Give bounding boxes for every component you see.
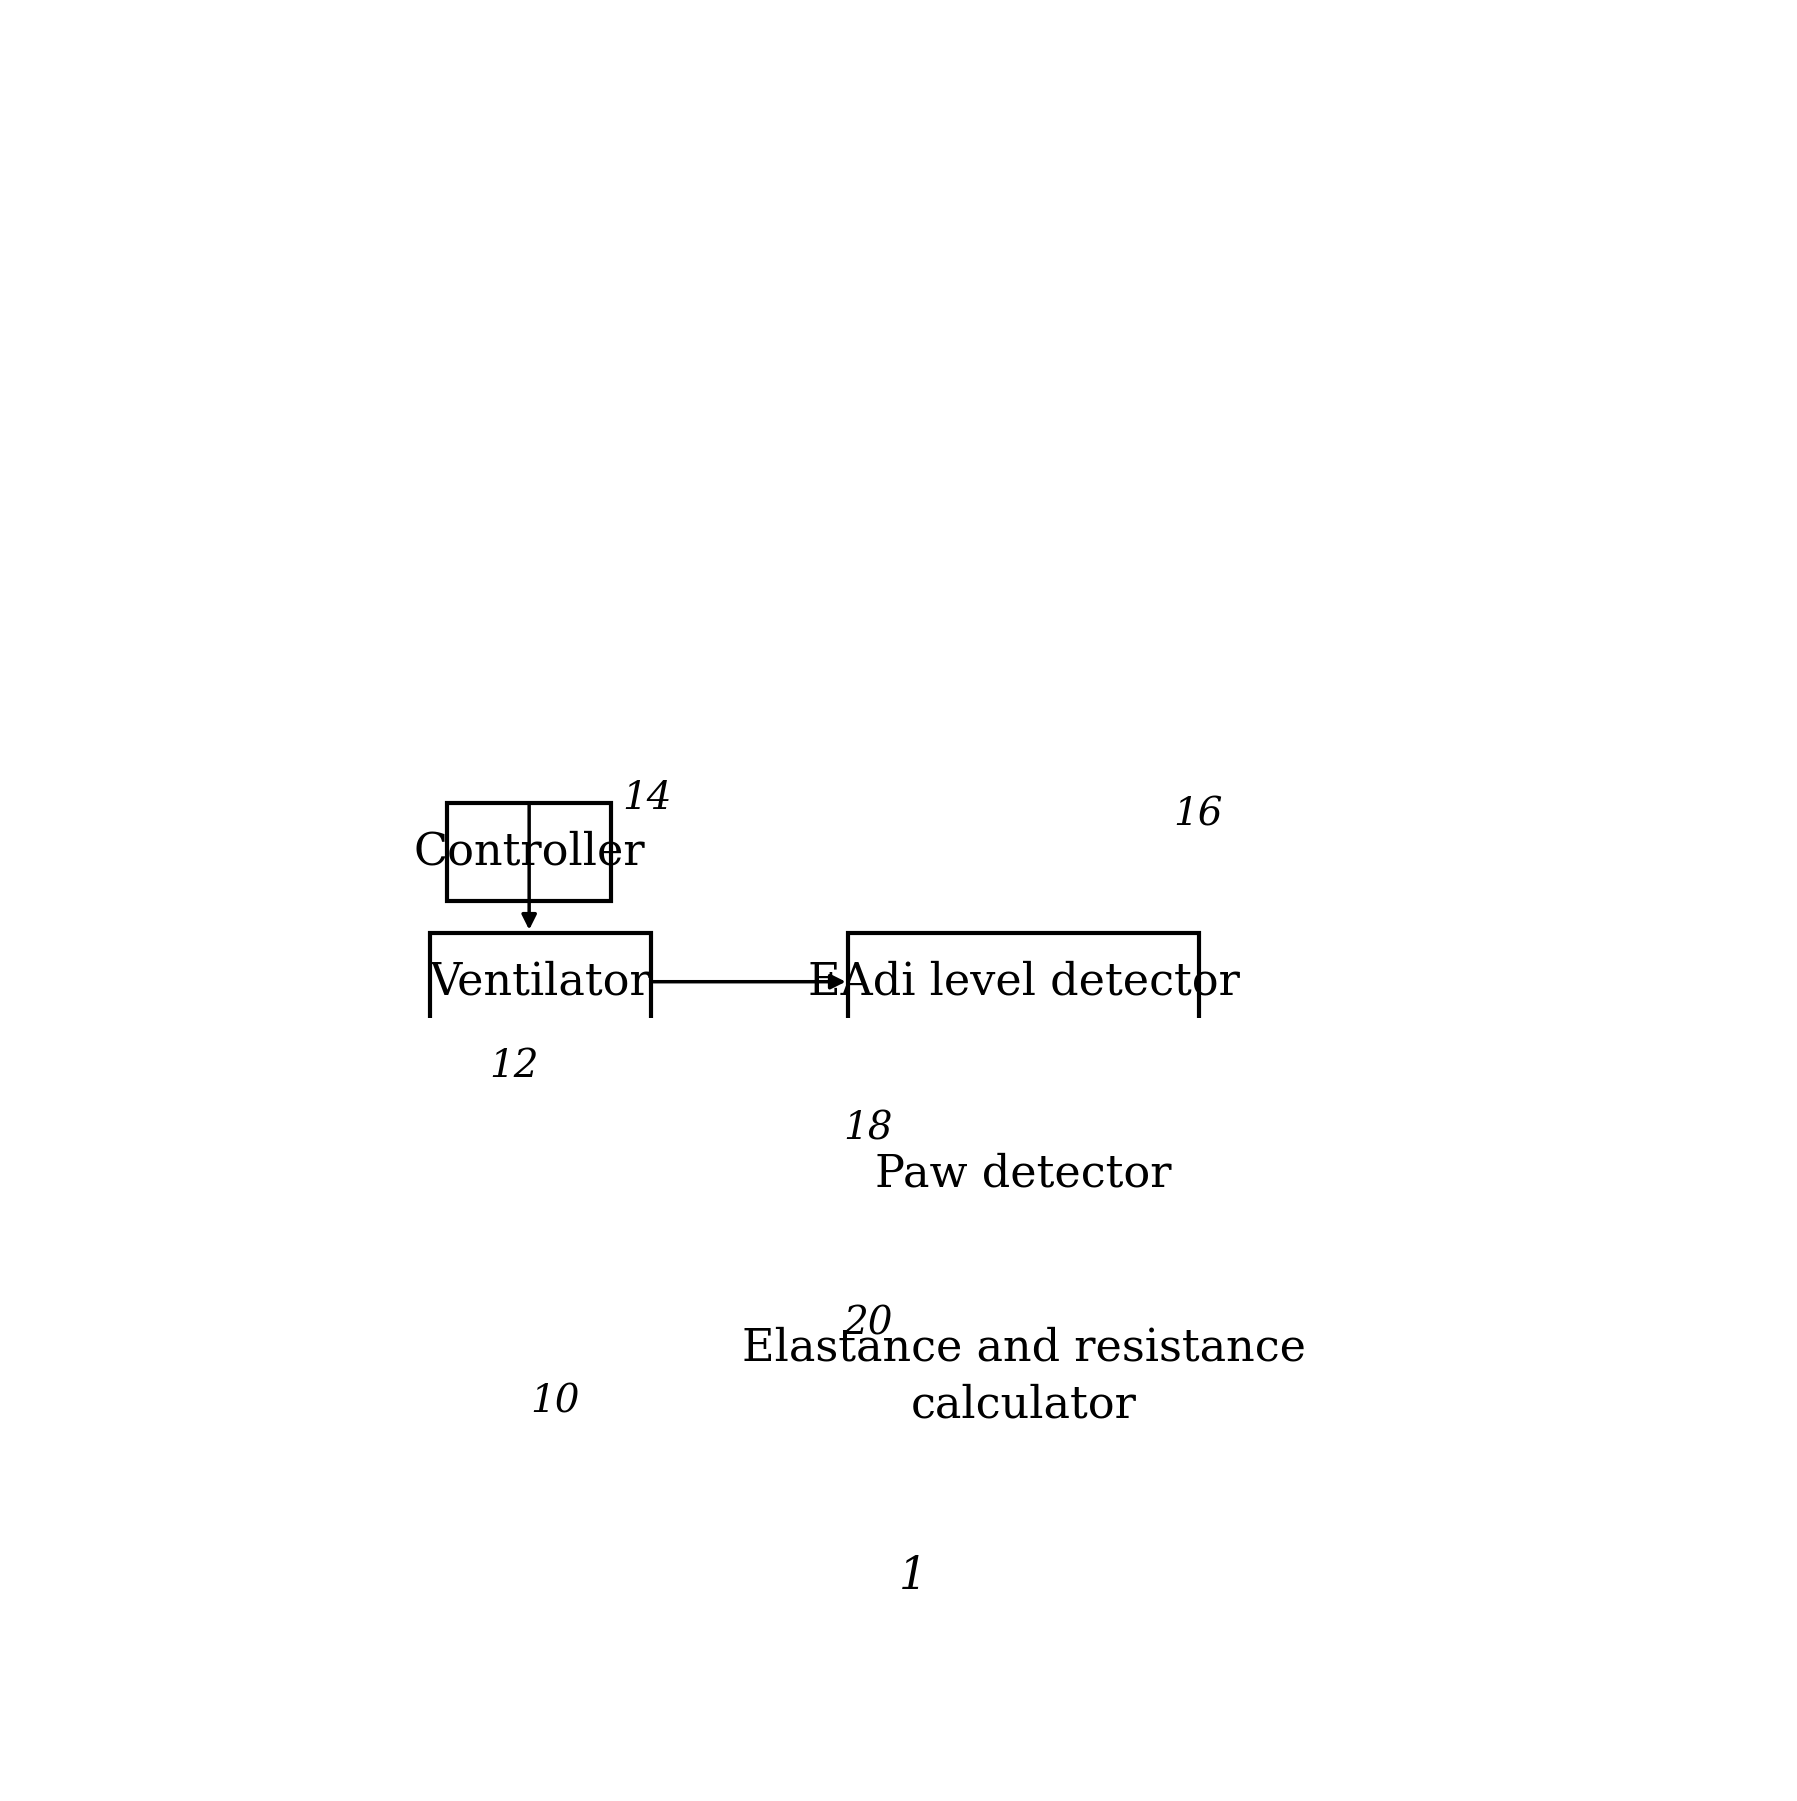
Text: EAdi level detector: EAdi level detector [807, 960, 1240, 1003]
Bar [848, 1124, 1199, 1223]
Bar [447, 803, 611, 902]
Text: Elastance and resistance
calculator: Elastance and resistance calculator [742, 1326, 1306, 1426]
Text: 12: 12 [489, 1048, 539, 1086]
Text: 1: 1 [898, 1556, 927, 1599]
Text: 14: 14 [622, 780, 672, 818]
Bar [848, 933, 1199, 1032]
Text: 18: 18 [843, 1111, 893, 1147]
Bar [848, 1317, 1199, 1435]
Text: 20: 20 [843, 1306, 893, 1342]
Text: Paw detector: Paw detector [875, 1153, 1172, 1196]
Text: 16: 16 [1173, 796, 1224, 834]
Text: Controller: Controller [413, 830, 645, 873]
FancyArrowPatch shape [519, 1300, 615, 1380]
Text: 10: 10 [530, 1383, 579, 1421]
Bar [429, 933, 651, 1032]
Text: Ventilator: Ventilator [429, 960, 651, 1003]
